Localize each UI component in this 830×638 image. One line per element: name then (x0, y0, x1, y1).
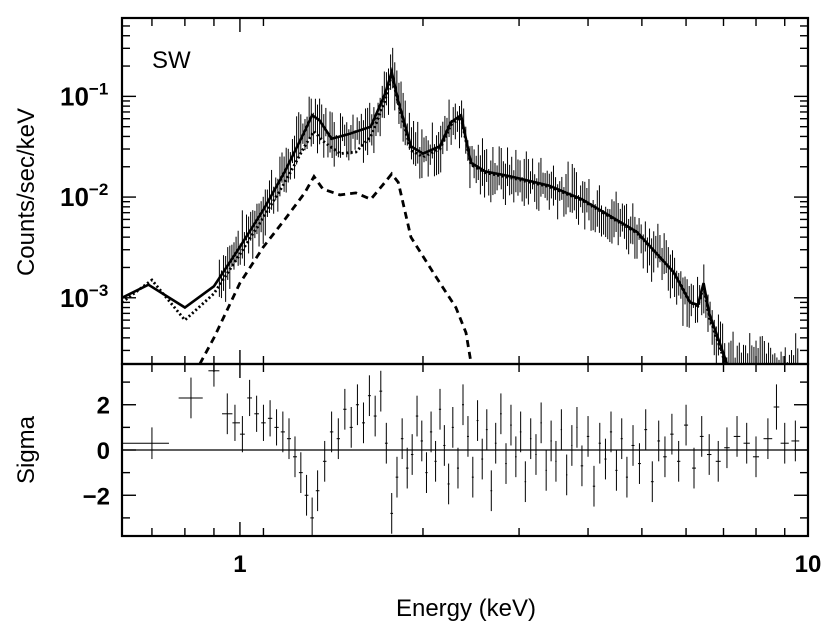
x-axis-label: Energy (keV) (396, 595, 536, 622)
x-tick-label: 10 (795, 551, 822, 578)
spectrum-panel: 10−1 10−2 10−3 (60, 16, 810, 536)
axis-labels: SW Counts/sec/keV Sigma Energy (keV) (13, 47, 536, 622)
model-curve-dashed (198, 171, 473, 364)
y-tick-label: 10−2 (60, 180, 108, 212)
x-tick-label: 1 (233, 551, 246, 578)
y-tick-label: 10−1 (60, 79, 108, 111)
spectrum-frame (120, 16, 810, 366)
model-curve-solid (122, 66, 729, 364)
panel-label-sw: SW (152, 47, 191, 74)
y-tick-label: 2 (97, 393, 110, 420)
y-axis-label-top: Counts/sec/keV (13, 108, 40, 276)
y-tick-label: 0 (97, 438, 110, 465)
residual-points (122, 364, 800, 536)
spectrum-data-bins (218, 47, 799, 364)
y-tick-label: 10−3 (60, 281, 108, 313)
residual-panel: 1 10 2 0 −2 (83, 362, 822, 578)
y-axis-label-bottom: Sigma (13, 415, 40, 484)
y-tick-label: −2 (83, 483, 110, 510)
model-curve-dotted (122, 74, 728, 364)
